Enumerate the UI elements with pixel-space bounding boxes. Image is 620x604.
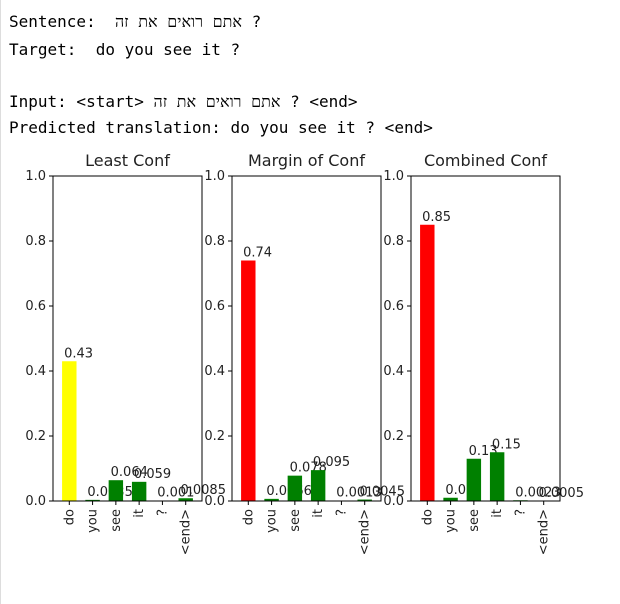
bar (489, 452, 505, 501)
chart-title: Combined Conf (424, 151, 547, 170)
x-tick-label: ? (513, 509, 528, 516)
bar (108, 480, 124, 501)
bar (264, 498, 279, 501)
bar (310, 470, 326, 501)
x-tick-label: <end> (358, 509, 373, 555)
chart-title: Margin of Conf (248, 151, 365, 170)
axes-frame (52, 175, 203, 502)
y-tick-label: 0.6 (25, 299, 46, 314)
bar (85, 499, 100, 501)
x-tick-label: you (86, 509, 101, 533)
bar (287, 475, 303, 501)
x-tick-label: do (420, 509, 435, 525)
value-label: 0.0023 (515, 485, 561, 500)
bar (241, 260, 256, 501)
y-tick-label: 0.2 (383, 429, 404, 444)
bar (420, 224, 435, 501)
x-tick-label: ? (155, 509, 170, 516)
x-tick-label: <end> (179, 509, 194, 555)
value-label: 0.064 (111, 465, 148, 480)
bar (466, 458, 482, 501)
y-tick-label: 0.0 (383, 494, 404, 509)
value-label: 0.001 (157, 486, 194, 501)
x-tick-label: see (109, 509, 124, 532)
y-tick-label: 0.4 (204, 364, 225, 379)
y-tick-label: 1.0 (204, 169, 225, 184)
x-tick-label: see (288, 509, 303, 532)
value-label: 0.43 (64, 346, 93, 361)
y-tick-label: 0.4 (383, 364, 404, 379)
y-tick-label: 0.6 (383, 299, 404, 314)
bar (131, 481, 147, 501)
y-tick-label: 0.8 (383, 234, 404, 249)
x-tick-label: do (241, 509, 256, 525)
output-line: Input: <start> אתם רואים את זה ? <end> (9, 92, 358, 111)
value-label: 0.74 (243, 246, 272, 261)
value-label: 0.0085 (180, 483, 226, 498)
x-tick-label: do (62, 509, 77, 525)
bar (62, 361, 77, 501)
output-line: Target: do you see it ? (9, 40, 241, 59)
value-label: 0.0045 (359, 485, 405, 500)
value-label: 0.095 (313, 455, 350, 470)
output-line: Sentence: אתם רואים את זה ? (9, 12, 262, 31)
y-tick-label: 0.2 (204, 429, 225, 444)
x-tick-label: it (311, 509, 326, 518)
bar (357, 499, 372, 501)
chart-title: Least Conf (85, 151, 170, 170)
value-label: 0.059 (134, 467, 171, 482)
y-tick-label: 0.8 (204, 234, 225, 249)
axes-frame (231, 175, 382, 502)
y-tick-label: 0.0 (204, 494, 225, 509)
axes-frame (410, 175, 561, 502)
y-tick-label: 0.0 (25, 494, 46, 509)
x-tick-label: you (265, 509, 280, 533)
y-tick-label: 1.0 (383, 169, 404, 184)
y-tick-label: 0.2 (25, 429, 46, 444)
y-tick-label: 0.6 (204, 299, 225, 314)
x-tick-label: it (132, 509, 147, 518)
charts: Least Conf0.00.20.40.60.81.00.43do0.0035… (25, 151, 584, 555)
bar (178, 498, 193, 501)
y-tick-label: 0.4 (25, 364, 46, 379)
value-label: 0.0005 (538, 486, 584, 501)
output-line: Predicted translation: do you see it ? <… (9, 118, 433, 137)
value-label: 0.85 (422, 210, 451, 225)
x-tick-label: see (467, 509, 482, 532)
x-tick-label: ? (334, 509, 349, 516)
y-tick-label: 0.8 (25, 234, 46, 249)
y-tick-label: 1.0 (25, 169, 46, 184)
x-tick-label: you (444, 509, 459, 533)
x-tick-label: <end> (537, 509, 552, 555)
bar (443, 497, 458, 501)
value-label: 0.15 (492, 437, 521, 452)
x-tick-label: it (490, 509, 505, 518)
value-label: 0.0013 (336, 486, 382, 501)
